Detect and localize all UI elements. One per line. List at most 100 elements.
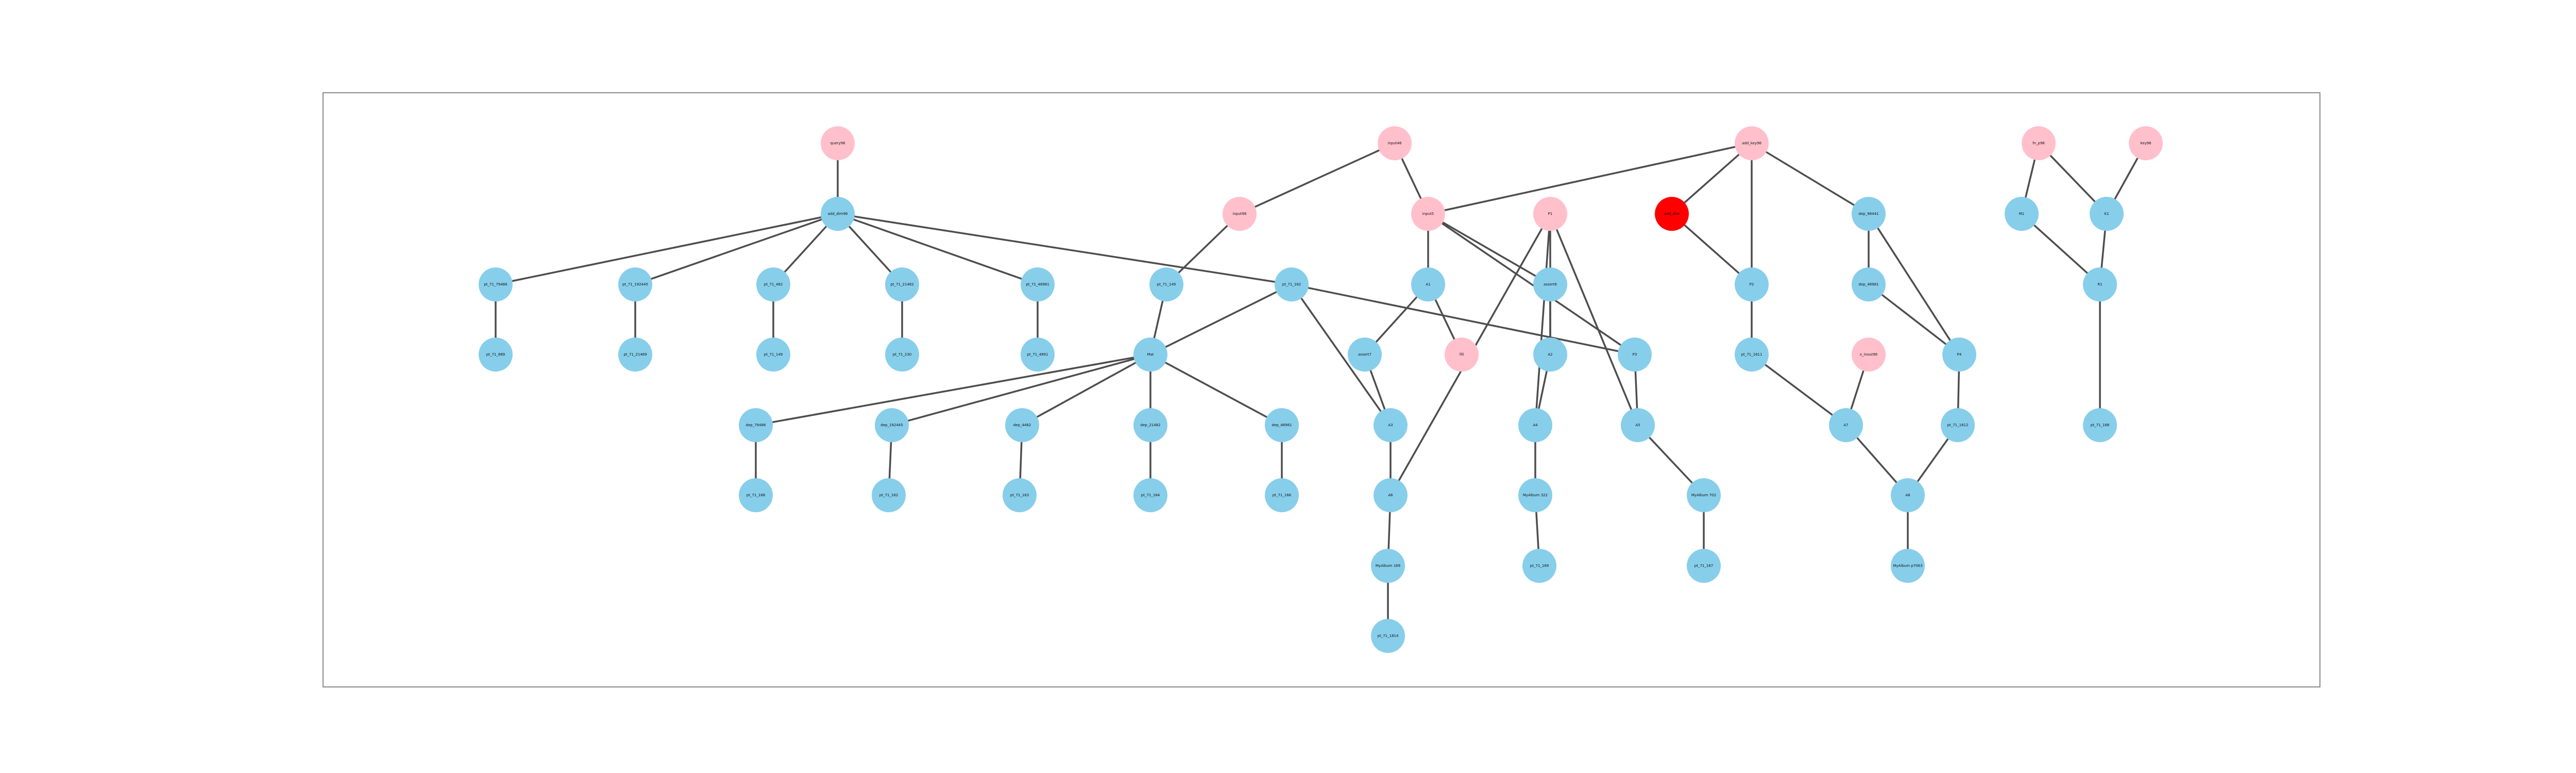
node-circle bbox=[1411, 197, 1445, 231]
node-circle bbox=[739, 408, 773, 442]
node-label: pt_71_79486 bbox=[484, 282, 507, 287]
node-circle bbox=[618, 267, 652, 301]
node-circle bbox=[1655, 197, 1689, 231]
graph-node: MyAlbum 322 bbox=[1518, 478, 1552, 512]
node-label: MyAlbum p7063 bbox=[1893, 564, 1922, 568]
node-label: pt_71_1612 bbox=[1947, 423, 1969, 427]
graph-node: dep_48981 bbox=[1852, 267, 1886, 301]
graph-node: input5 bbox=[1411, 197, 1445, 231]
graph-node: dep_98441 bbox=[1852, 197, 1886, 231]
plot-frame bbox=[323, 92, 2320, 687]
graph-node: pt_71_21482 bbox=[885, 267, 919, 301]
node-circle bbox=[1522, 549, 1556, 583]
node-circle bbox=[885, 267, 919, 301]
node-circle bbox=[739, 478, 773, 512]
graph-node: pt_71_1611 bbox=[1735, 338, 1769, 372]
node-label: input96 bbox=[1233, 212, 1247, 216]
node-label: A8 bbox=[1905, 493, 1910, 497]
edge-h1-c10 bbox=[1671, 213, 1753, 285]
node-circle bbox=[1852, 267, 1886, 301]
node-label: pt_71_167 bbox=[1694, 564, 1713, 568]
node-label: pt_71_162 bbox=[1282, 282, 1301, 287]
graph-node: add_dim bbox=[1655, 197, 1689, 231]
node-circle bbox=[1133, 338, 1167, 372]
edge-p3-p8 bbox=[1428, 142, 1752, 215]
node-circle bbox=[1445, 338, 1479, 372]
node-circle bbox=[1852, 197, 1886, 231]
node-label: A7 bbox=[1843, 423, 1848, 427]
node-circle bbox=[1618, 338, 1652, 372]
node-label: pt_71_1611 bbox=[1741, 352, 1762, 357]
node-label: pt_71_462 bbox=[764, 282, 783, 287]
node-label: input46 bbox=[1388, 141, 1402, 145]
node-circle bbox=[1378, 126, 1412, 160]
graph-node: MyAlbum p7063 bbox=[1891, 549, 1925, 583]
node-circle bbox=[1941, 408, 1975, 442]
node-circle bbox=[1533, 267, 1567, 301]
graph-node: pt_71_48981 bbox=[1021, 267, 1055, 301]
node-label: key96 bbox=[2140, 141, 2151, 145]
node-label: pt_71_889 bbox=[486, 352, 505, 357]
node-label: P2 bbox=[1750, 282, 1754, 287]
node-label: A5 bbox=[1635, 423, 1640, 427]
node-circle bbox=[618, 338, 652, 372]
graph-node: assert7 bbox=[1348, 338, 1382, 372]
node-label: P3 bbox=[1633, 352, 1637, 357]
graph-node: pt_71_162 bbox=[872, 478, 906, 512]
edge-c11-d11 bbox=[1868, 213, 1960, 355]
node-label: A4 bbox=[1533, 423, 1538, 427]
graph-node: pt_71_166 bbox=[1265, 478, 1299, 512]
graph-node: input96 bbox=[1223, 197, 1257, 231]
node-circle bbox=[1265, 408, 1299, 442]
graph-node: MyAlbum 702 bbox=[1687, 478, 1721, 512]
node-circle bbox=[1891, 478, 1925, 512]
node-circle bbox=[1149, 267, 1183, 301]
node-circle bbox=[821, 197, 855, 231]
node-label: dep_192445 bbox=[880, 423, 903, 427]
node-circle bbox=[1275, 267, 1309, 301]
node-label: pt_71_48981 bbox=[1026, 282, 1049, 287]
graph-node: pt_71_79486 bbox=[479, 267, 513, 301]
node-label: Mat bbox=[1147, 352, 1154, 357]
node-label: pt_71_21489 bbox=[623, 352, 647, 357]
edge-p3-c11 bbox=[1751, 142, 1869, 215]
node-label: R1 bbox=[2097, 282, 2102, 287]
graph-node: pt_71_1612 bbox=[1941, 408, 1975, 442]
graph-node: dep_21482 bbox=[1133, 408, 1167, 442]
graph-node: pt_71_149 bbox=[1149, 267, 1183, 301]
node-label: pt_71_192445 bbox=[622, 282, 648, 287]
node-label: K1 bbox=[2104, 212, 2109, 216]
node-label: dep_98441 bbox=[1859, 212, 1879, 216]
edge-d6-e3 bbox=[1022, 354, 1151, 426]
node-circle bbox=[1735, 126, 1769, 160]
edge-p8-c9 bbox=[1428, 213, 1551, 285]
node-circle bbox=[1021, 267, 1055, 301]
graph-node: R1 bbox=[2083, 267, 2117, 301]
node-label: pt_71_149 bbox=[1157, 282, 1176, 287]
graph-node: A7 bbox=[1829, 408, 1863, 442]
node-label: pt_71_1814 bbox=[1378, 634, 1399, 638]
node-circle bbox=[1133, 478, 1167, 512]
graph-node: pt_71_230 bbox=[885, 338, 919, 372]
edge-p3-h1 bbox=[1671, 142, 1753, 215]
graph-node: pt_71_889 bbox=[479, 338, 513, 372]
node-circle bbox=[1005, 408, 1039, 442]
node-label: x_inout96 bbox=[1860, 352, 1878, 357]
graph-node: query96 bbox=[821, 126, 855, 160]
graph-node: A2 bbox=[1533, 338, 1567, 372]
edge-p10-e7 bbox=[1534, 213, 1551, 426]
node-label: A3 bbox=[1388, 423, 1393, 427]
node-circle bbox=[1687, 478, 1721, 512]
graph-node: input46 bbox=[1378, 126, 1412, 160]
node-label: add_key96 bbox=[1742, 141, 1761, 145]
node-label: add_dim96 bbox=[828, 212, 848, 216]
graph-node: MyAlbum 169 bbox=[1371, 549, 1405, 583]
graph-node: K1 bbox=[2090, 197, 2124, 231]
node-circle bbox=[1533, 197, 1567, 231]
node-circle bbox=[2090, 197, 2124, 231]
graph-node: pt_71_168 bbox=[2083, 408, 2117, 442]
edge-b1-c1 bbox=[495, 213, 838, 285]
edge-d10-e9 bbox=[1751, 354, 1847, 426]
node-circle bbox=[1942, 338, 1976, 372]
node-label: dep_21482 bbox=[1141, 423, 1161, 427]
